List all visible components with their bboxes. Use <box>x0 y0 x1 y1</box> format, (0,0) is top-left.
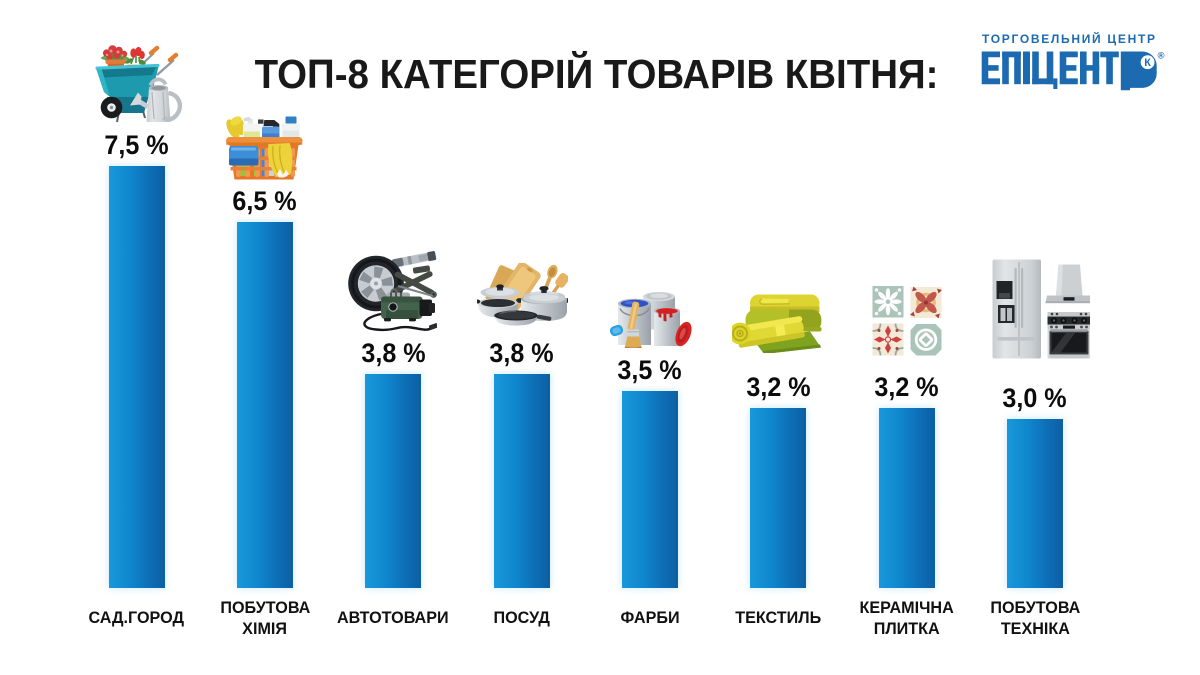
svg-text:К: К <box>1144 57 1151 69</box>
svg-text:®: ® <box>1158 51 1165 62</box>
